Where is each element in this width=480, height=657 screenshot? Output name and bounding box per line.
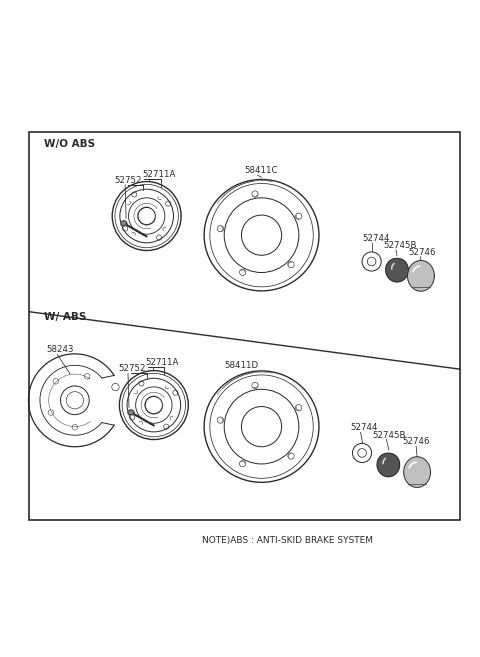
Circle shape: [112, 384, 119, 391]
Circle shape: [241, 215, 282, 256]
Text: W/ ABS: W/ ABS: [44, 312, 86, 322]
Polygon shape: [408, 261, 434, 291]
Text: W/O ABS: W/O ABS: [44, 139, 95, 149]
Text: 52711A: 52711A: [143, 170, 176, 179]
Circle shape: [352, 443, 372, 463]
Polygon shape: [404, 457, 431, 487]
Circle shape: [241, 407, 282, 447]
Text: 52752: 52752: [119, 365, 146, 373]
Text: 52746: 52746: [408, 248, 436, 257]
Text: 52746: 52746: [403, 438, 430, 446]
Polygon shape: [377, 453, 399, 477]
Text: 52711A: 52711A: [146, 358, 179, 367]
Text: 58411D: 58411D: [225, 361, 259, 370]
Circle shape: [60, 386, 89, 415]
Text: 52744: 52744: [350, 423, 378, 432]
Polygon shape: [128, 410, 134, 415]
Text: 52744: 52744: [362, 235, 390, 243]
Text: 52752: 52752: [115, 176, 142, 185]
Circle shape: [367, 257, 376, 266]
Text: 58243: 58243: [46, 346, 73, 354]
Polygon shape: [121, 221, 127, 225]
Circle shape: [362, 252, 381, 271]
Text: 52745B: 52745B: [372, 430, 406, 440]
Text: 58411C: 58411C: [245, 166, 278, 175]
Text: NOTE)ABS : ANTI-SKID BRAKE SYSTEM: NOTE)ABS : ANTI-SKID BRAKE SYSTEM: [203, 536, 373, 545]
Circle shape: [358, 449, 366, 457]
Text: 52745B: 52745B: [384, 241, 417, 250]
Polygon shape: [386, 258, 408, 282]
